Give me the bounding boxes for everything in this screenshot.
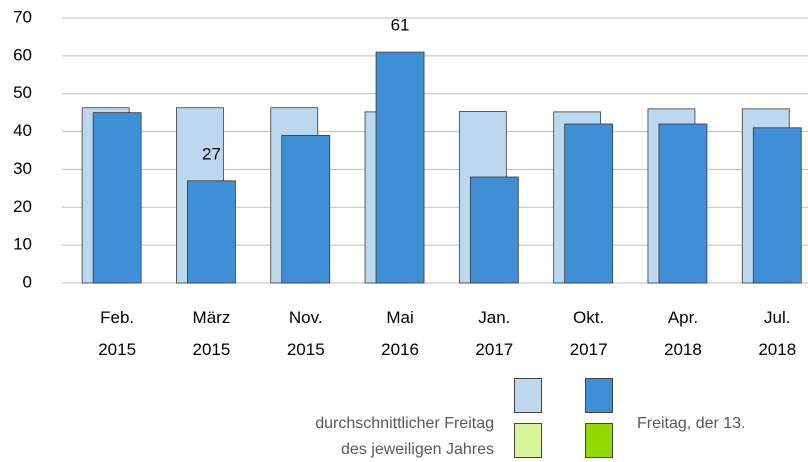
y-tick-label: 20 <box>13 197 32 216</box>
y-tick-label: 60 <box>13 45 32 64</box>
bar <box>375 51 425 284</box>
bar <box>752 127 802 284</box>
y-tick-label: 40 <box>13 121 32 140</box>
data-label: 61 <box>391 16 410 35</box>
plot-area: 0 10 20 30 40 50 60 70 27 61 <box>13 7 808 291</box>
x-tick-label: Jan. 2017 <box>475 308 514 359</box>
legend-swatch <box>585 423 613 458</box>
y-tick-label: 70 <box>13 7 32 26</box>
bar <box>658 123 708 284</box>
x-tick-label: Apr. 2018 <box>664 308 702 359</box>
legend-swatch <box>514 378 542 413</box>
bar <box>564 123 614 284</box>
legend-swatch <box>585 378 613 413</box>
y-tick-label: 30 <box>13 159 32 178</box>
legend-swatch <box>514 423 542 458</box>
bar <box>187 180 236 284</box>
bar <box>92 112 142 284</box>
data-label: 27 <box>202 144 221 163</box>
x-tick-label: März 2015 <box>192 308 231 359</box>
y-tick-label: 50 <box>13 83 32 102</box>
x-tick-label: Mai 2016 <box>381 308 419 359</box>
legend-label: Freitag, der 13. <box>637 415 746 432</box>
y-tick-label: 10 <box>13 235 32 254</box>
bar <box>281 134 331 284</box>
legend-label: durchschnittlicher Freitag des jeweilige… <box>315 415 494 458</box>
y-tick-label: 0 <box>23 272 32 291</box>
x-tick-label: Feb. 2015 <box>98 308 137 359</box>
x-tick-label: Jul. 2018 <box>758 308 797 359</box>
bar <box>469 176 519 284</box>
x-tick-label: Nov. 2015 <box>286 308 325 359</box>
x-tick-label: Okt. 2017 <box>569 308 608 359</box>
